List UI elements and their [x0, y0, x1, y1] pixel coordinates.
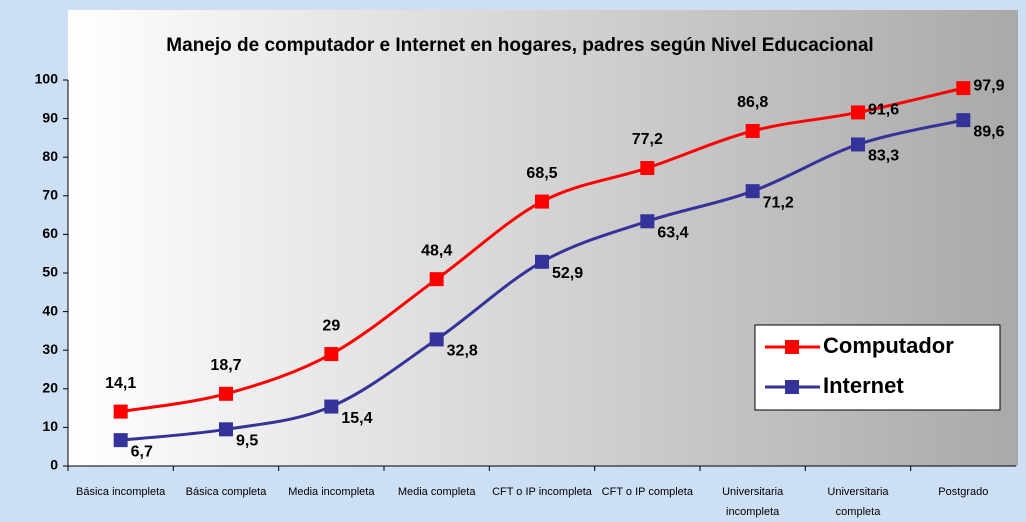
data-label: 6,7 [131, 443, 153, 460]
y-tick-label: 10 [42, 418, 58, 434]
marker [429, 332, 444, 347]
data-label: 83,3 [868, 148, 899, 165]
legend-marker [785, 340, 799, 354]
marker [956, 113, 971, 128]
marker [113, 404, 128, 419]
marker [429, 272, 444, 287]
y-tick-label: 30 [42, 341, 58, 357]
legend-label: Computador [823, 333, 954, 358]
legend-box [754, 324, 1001, 411]
x-tick-label: CFT o IP incompleta [492, 486, 592, 498]
marker [745, 184, 760, 199]
y-tick-label: 90 [42, 109, 58, 125]
x-tick-label: Básica incompleta [76, 486, 166, 498]
y-tick-label: 70 [42, 187, 58, 203]
data-label: 18,7 [210, 357, 241, 374]
data-label: 77,2 [632, 131, 663, 148]
marker [219, 386, 233, 401]
marker [851, 137, 865, 152]
marker [745, 123, 760, 138]
data-label: 68,5 [526, 165, 557, 182]
data-label: 29 [322, 317, 340, 334]
marker [324, 399, 339, 414]
data-label: 91,6 [868, 102, 899, 119]
x-tick-label: Media completa [397, 486, 476, 498]
marker [219, 422, 233, 437]
y-tick-label: 50 [42, 264, 58, 280]
legend-marker [785, 380, 799, 394]
x-tick-label: Media incompleta [288, 486, 375, 498]
x-tick-label: Universitaria completa [827, 486, 889, 518]
y-tick-label: 100 [35, 71, 59, 87]
data-label: 48,4 [421, 242, 452, 259]
x-tick-label: Universitaria incompleta [722, 486, 784, 518]
x-tick-label: CFT o IP completa [601, 486, 693, 498]
chart-title: Manejo de computador e Internet en hogar… [166, 35, 874, 56]
marker [851, 105, 865, 120]
data-label: 86,8 [737, 94, 768, 111]
marker [535, 254, 549, 269]
y-tick-label: 80 [42, 148, 58, 164]
marker [113, 433, 128, 448]
marker [640, 161, 655, 176]
x-tick-label: Básica completa [185, 486, 267, 498]
data-label: 9,5 [236, 433, 258, 450]
data-label: 89,6 [973, 123, 1004, 140]
data-label: 97,9 [973, 77, 1004, 94]
data-label: 14,1 [105, 375, 136, 392]
y-tick-label: 60 [42, 225, 58, 241]
marker [640, 214, 655, 229]
legend-label: Internet [823, 373, 904, 398]
data-label: 52,9 [552, 265, 583, 282]
y-tick-label: 40 [42, 302, 58, 318]
data-label: 32,8 [447, 343, 478, 360]
marker [956, 81, 971, 96]
y-tick-label: 0 [50, 457, 58, 473]
data-label: 15,4 [341, 410, 372, 427]
marker [324, 347, 339, 362]
y-tick-label: 20 [42, 380, 58, 396]
data-label: 63,4 [657, 224, 688, 241]
x-tick-label: Postgrado [938, 486, 989, 498]
marker [535, 194, 549, 209]
data-label: 71,2 [763, 194, 794, 211]
